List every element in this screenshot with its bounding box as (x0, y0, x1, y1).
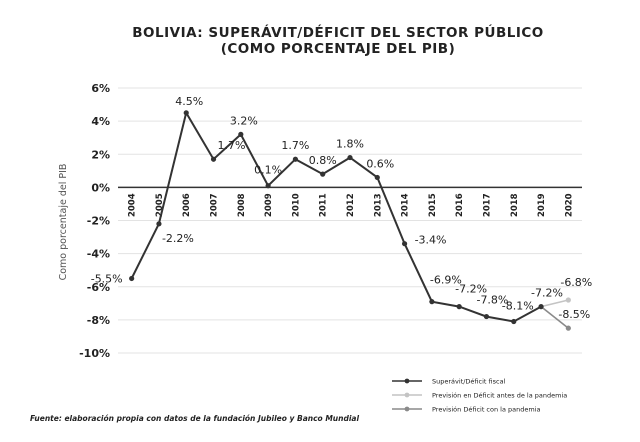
series-line (130, 110, 542, 323)
x-tick-label: 2012 (346, 193, 356, 217)
data-label: -7.2% (531, 287, 563, 300)
data-label: -8.1% (502, 300, 534, 313)
y-tick-label: -10% (79, 347, 110, 360)
y-tick-label: -6% (87, 281, 110, 294)
data-label: -7.2% (455, 283, 487, 296)
data-point (538, 304, 544, 310)
x-tick-label: 2009 (264, 193, 274, 217)
x-tick-label: 2010 (291, 193, 301, 217)
data-point (347, 154, 353, 161)
x-tick-label: 2014 (401, 193, 411, 217)
x-tick-label: 2019 (537, 193, 547, 217)
x-tick-label: 2020 (564, 193, 574, 217)
x-tick-label: 2018 (510, 193, 520, 217)
source-note: Fuente: elaboración propia con datos de … (30, 414, 359, 423)
x-tick-label: 2013 (373, 193, 383, 217)
data-point (129, 275, 135, 282)
x-tick-label: 2008 (237, 193, 247, 217)
y-tick-label: 0% (91, 181, 110, 194)
legend-swatch-point (404, 392, 410, 398)
data-label: 0.8% (309, 154, 337, 167)
y-axis-label: Como porcentaje del PIB (58, 164, 69, 281)
x-tick-label: 2007 (210, 193, 220, 217)
data-label: 3.2% (230, 114, 258, 127)
series-line (540, 305, 569, 329)
data-label: -2.2% (162, 232, 194, 245)
y-tick-label: -4% (87, 248, 110, 261)
data-label: -7.8% (476, 294, 508, 307)
data-point (292, 156, 299, 162)
data-point (401, 241, 408, 247)
data-point (483, 313, 490, 320)
data-point (210, 156, 217, 162)
legend-entry: Superávit/Déficit fiscal (432, 378, 506, 386)
data-point (265, 183, 271, 189)
data-point (429, 299, 435, 305)
gridlines (118, 87, 582, 354)
series-group (129, 110, 571, 331)
x-tick-label: 2004 (128, 193, 138, 217)
y-tick-label: -2% (87, 215, 110, 228)
legend-entry: Previsión Déficit con la pandemia (432, 406, 541, 414)
legend-swatch-point (404, 378, 410, 384)
data-point (565, 325, 571, 331)
series-line (540, 299, 569, 308)
x-tick-label: 2011 (319, 193, 329, 217)
data-point (511, 318, 517, 325)
data-point (374, 174, 380, 181)
x-tick-label: 2017 (482, 193, 492, 217)
legend-entry: Previsión en Déficit antes de la pandemi… (432, 392, 567, 400)
data-label: -3.4% (415, 234, 447, 247)
data-label: 0.6% (366, 157, 394, 170)
data-point (320, 171, 326, 177)
data-label: 1.7% (281, 139, 309, 152)
data-label: 1.8% (336, 138, 364, 151)
data-point (565, 297, 571, 303)
x-tick-labels: 2004 2005 2006 2007 2008 2009 2010 2011 2012 2013… (128, 193, 575, 217)
y-tick-label: 4% (91, 115, 110, 128)
y-tick-labels: 6% 4% 2% 0% -2% -4% -6% -8% -10% (79, 82, 110, 360)
data-label: -5.5% (91, 272, 123, 285)
chart-title: BOLIVIA: SUPERÁVIT/DÉFICIT DEL SECTOR PÚ… (132, 23, 544, 41)
data-label: -6.9% (430, 274, 462, 287)
data-labels: -6.8% -8.5% -5.5% -2.2% 4.5% 1.7% 3.2% 0.1% 1.7%… (91, 95, 593, 321)
legend: Superávit/Déficit fiscal Previsión en Déf… (392, 378, 567, 414)
data-point (183, 110, 189, 116)
data-point (238, 131, 244, 137)
data-label: -6.8% (560, 276, 592, 289)
x-tick-label: 2005 (155, 193, 165, 217)
data-label: 4.5% (175, 95, 203, 108)
x-tick-label: 2016 (455, 193, 465, 217)
data-label: -8.5% (558, 308, 590, 321)
legend-swatch-point (404, 406, 410, 412)
data-point (456, 304, 462, 310)
x-tick-label: 2015 (428, 193, 438, 217)
data-label: 0.1% (254, 164, 282, 177)
data-point (156, 221, 162, 227)
y-tick-label: 6% (91, 82, 110, 95)
y-tick-label: -8% (87, 314, 110, 327)
data-label: 1.7% (218, 139, 246, 152)
y-tick-label: 2% (91, 148, 110, 161)
x-tick-label: 2006 (182, 193, 192, 217)
chart-subtitle: (COMO PORCENTAJE DEL PIB) (221, 41, 456, 57)
